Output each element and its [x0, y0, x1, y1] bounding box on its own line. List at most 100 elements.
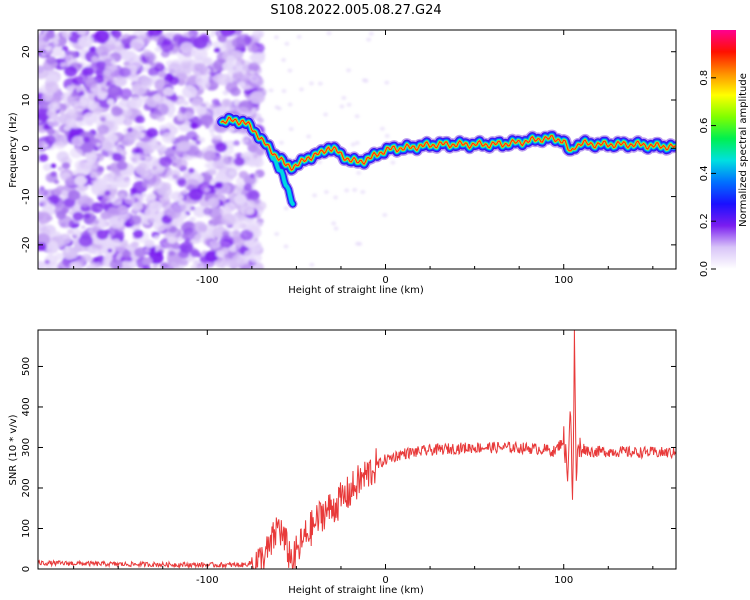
noise-blob: [92, 257, 100, 263]
noise-blob: [45, 73, 59, 85]
colorbar-tick-label: 0.8: [699, 70, 710, 86]
noise-blob: [107, 248, 113, 253]
noise-blob: [204, 250, 219, 262]
x-tick-label: 100: [554, 275, 573, 286]
noise-blob: [82, 136, 91, 143]
noise-blob: [64, 55, 74, 63]
noise-blob: [240, 229, 254, 241]
noise-blob: [231, 36, 246, 49]
noise-blob: [210, 30, 217, 35]
noise-blob: [234, 194, 247, 205]
noise-blob: [178, 249, 190, 259]
noise-blob: [96, 44, 112, 58]
noise-blob: [160, 262, 169, 269]
noise-blob: [195, 74, 210, 86]
noise-blob: [215, 142, 228, 153]
noise-blob: [213, 47, 221, 53]
noise-blob: [284, 41, 290, 46]
noise-blob: [247, 240, 262, 253]
noise-blob: [268, 88, 274, 93]
noise-blob: [249, 70, 255, 75]
noise-blob: [135, 166, 146, 175]
colorbar-tick-label: 0.6: [699, 118, 710, 134]
noise-blob: [171, 242, 181, 250]
noise-blob: [100, 220, 107, 226]
noise-blob: [214, 181, 223, 189]
noise-blob: [130, 58, 142, 68]
noise-blob: [153, 181, 168, 194]
noise-blob: [114, 40, 122, 47]
colorbar: 0.0 0.2 0.4 0.6 0.8 Normalized spectral ampl…: [699, 30, 749, 277]
noise-blob: [203, 150, 217, 162]
noise-blob: [213, 73, 225, 84]
noise-blob: [174, 158, 188, 170]
noise-blob: [38, 233, 51, 246]
noise-blob: [142, 257, 153, 266]
noise-blob: [356, 170, 362, 175]
noise-blob: [232, 229, 241, 237]
noise-blob: [219, 30, 236, 37]
spectrogram-xlabel: Height of straight line (km): [288, 285, 424, 296]
noise-blob: [109, 259, 123, 269]
noise-blob: [217, 34, 227, 43]
noise-blob: [247, 43, 259, 53]
noise-blob: [120, 263, 131, 269]
noise-blob: [72, 211, 84, 221]
noise-blob: [103, 254, 113, 262]
noise-blob: [254, 78, 264, 86]
noise-blob: [203, 57, 213, 66]
noise-blob: [57, 260, 71, 269]
noise-blob: [38, 188, 45, 196]
noise-blob: [130, 38, 145, 51]
noise-blob: [186, 107, 195, 114]
colorbar-ticks: 0.0 0.2 0.4 0.6 0.8: [699, 70, 716, 277]
noise-blob: [252, 30, 265, 39]
noise-blob: [243, 89, 250, 95]
noise-blob: [182, 100, 189, 106]
noise-blob: [80, 225, 86, 230]
noise-blob: [195, 140, 201, 145]
noise-blob: [368, 31, 374, 36]
noise-blob: [141, 192, 147, 197]
noise-blob: [346, 102, 352, 107]
noise-blob: [178, 200, 185, 206]
noise-blob: [309, 262, 315, 267]
noise-blob: [118, 193, 126, 200]
noise-blob: [123, 109, 133, 117]
noise-blob: [160, 124, 167, 131]
noise-blob: [212, 41, 220, 48]
noise-blob: [128, 130, 141, 141]
noise-blob: [182, 85, 198, 99]
x-tick-label: 100: [554, 575, 573, 586]
noise-blob: [189, 122, 198, 129]
colorbar-label: Normalized spectral amplitude: [738, 73, 749, 227]
noise-blob: [44, 81, 59, 94]
noise-blob: [144, 239, 155, 248]
noise-blob: [187, 75, 199, 85]
noise-blob: [221, 98, 232, 108]
noise-blob: [110, 59, 116, 65]
noise-blob: [156, 250, 163, 257]
noise-blob: [238, 170, 249, 179]
noise-blob: [38, 153, 49, 162]
snr-ylabel: SNR (10 * v/v): [8, 414, 19, 485]
noise-blob: [354, 140, 360, 145]
noise-blob: [129, 214, 142, 226]
noise-blob: [80, 231, 91, 240]
noise-blob: [309, 81, 314, 86]
noise-blob: [207, 162, 217, 171]
noise-blob: [239, 47, 246, 53]
noise-blob: [67, 228, 75, 235]
noise-blob: [154, 235, 160, 240]
snr-series-line: [38, 330, 676, 569]
noise-blob: [149, 61, 155, 67]
noise-blob: [323, 190, 329, 194]
noise-blob: [227, 60, 243, 74]
noise-blob: [390, 160, 396, 165]
noise-blobs: [38, 30, 396, 269]
noise-blob: [257, 117, 264, 124]
noise-blob: [190, 206, 196, 211]
noise-blob: [159, 156, 173, 168]
noise-blob: [273, 35, 279, 40]
